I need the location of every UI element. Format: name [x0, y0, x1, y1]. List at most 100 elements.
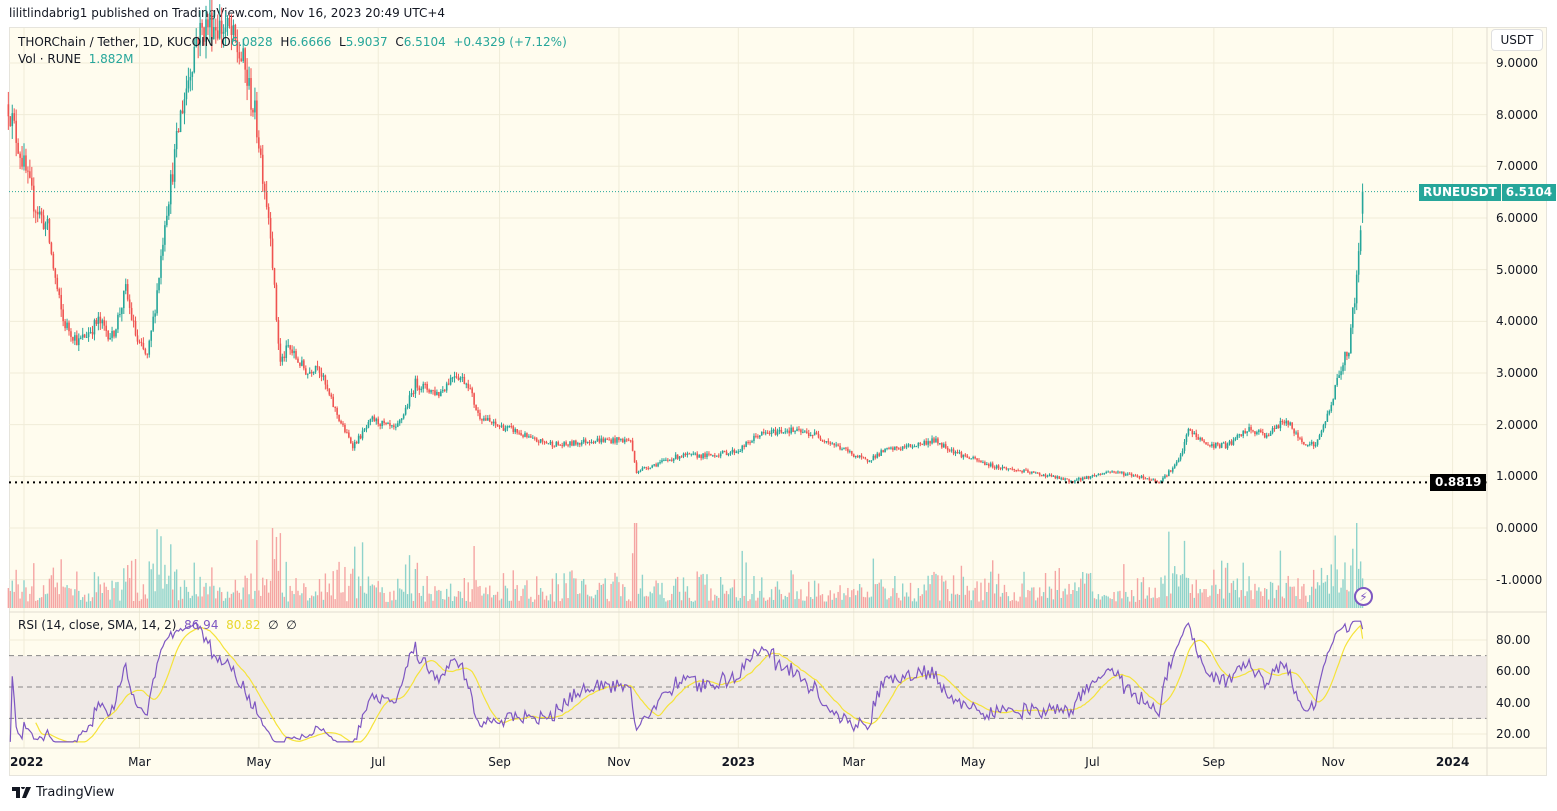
candle — [445, 381, 448, 393]
candle-body — [1207, 444, 1209, 446]
volume-bar — [948, 601, 951, 608]
volume-bar — [823, 601, 826, 608]
candle — [203, 26, 205, 46]
candle-body — [340, 420, 342, 424]
candle — [831, 441, 834, 445]
candle-body — [751, 441, 753, 443]
candle-body — [723, 450, 726, 452]
volume-bar — [577, 593, 579, 608]
volume-bar — [913, 598, 916, 608]
candle-body — [279, 343, 282, 362]
volume-bar — [903, 596, 906, 608]
candle — [578, 442, 581, 448]
candle — [103, 316, 106, 331]
candle — [1056, 475, 1059, 480]
symbol-legend[interactable]: THORChain / Tether, 1D, KUCOIN O6.0828 H… — [18, 35, 567, 49]
candle-body — [944, 444, 947, 448]
candle-body — [492, 421, 495, 424]
volume-bar — [1148, 587, 1150, 608]
volume-bar — [1117, 591, 1119, 608]
volume-bar — [851, 590, 853, 608]
volume-bar — [340, 592, 342, 608]
candle-body — [616, 437, 618, 443]
candle-body — [222, 31, 225, 34]
candle-body — [845, 447, 847, 449]
candle — [753, 433, 755, 444]
volume-bar — [690, 601, 693, 608]
volume-bar — [40, 597, 43, 608]
candle — [119, 307, 121, 318]
volume-bar — [1275, 589, 1278, 608]
candle — [471, 386, 473, 398]
candle — [359, 434, 362, 440]
candle — [1308, 441, 1311, 447]
candle-body — [612, 438, 614, 444]
volume-bar — [980, 582, 982, 608]
volume-bar — [988, 582, 990, 608]
volume-bar — [342, 592, 344, 608]
candle — [175, 122, 178, 158]
volume-bar — [381, 587, 383, 608]
candle-body — [1352, 307, 1354, 328]
candle-body — [400, 418, 403, 421]
volume-bar — [659, 594, 661, 608]
candle — [332, 393, 335, 408]
candle-body — [250, 78, 252, 110]
candle-body — [778, 429, 781, 432]
volume-bar — [1222, 598, 1225, 608]
candle — [845, 446, 847, 451]
candle — [852, 453, 855, 458]
volume-bar — [1209, 595, 1211, 608]
candle — [561, 442, 563, 449]
volume-legend[interactable]: Vol · RUNE 1.882M — [18, 52, 133, 66]
candle-body — [273, 268, 276, 285]
volume-bar — [1309, 595, 1311, 608]
volume-bar — [1150, 598, 1152, 608]
volume-bar — [1203, 588, 1205, 608]
rsi-legend[interactable]: RSI (14, close, SMA, 14, 2) 86.94 80.82 … — [18, 618, 297, 632]
volume-bar — [1217, 593, 1219, 608]
candle-body — [1007, 468, 1010, 470]
volume-bar — [831, 599, 833, 608]
candle-body — [346, 432, 348, 434]
candle-body — [852, 454, 855, 458]
volume-bar — [87, 593, 90, 608]
candle-body — [606, 438, 608, 440]
candle-body — [1148, 478, 1151, 480]
chart-frame[interactable] — [9, 27, 1547, 776]
candle-body — [191, 72, 194, 77]
candles — [7, 0, 1487, 484]
candle-body — [258, 137, 260, 149]
candle — [929, 440, 931, 447]
volume-bar — [772, 599, 775, 608]
candle — [551, 440, 554, 449]
candle — [1312, 441, 1315, 450]
candle-body — [1164, 475, 1166, 478]
candle — [34, 209, 37, 224]
volume-bar — [1033, 587, 1035, 608]
candle — [541, 438, 544, 445]
tradingview-logo[interactable]: TradingView — [12, 785, 115, 800]
candle — [244, 47, 246, 83]
volume-bar — [332, 571, 334, 608]
candle-body — [224, 27, 227, 32]
volume-bar — [1316, 582, 1319, 608]
volume-bar — [1297, 578, 1299, 608]
volume-bar — [1162, 583, 1164, 608]
candle — [166, 206, 168, 228]
volume-bar — [629, 601, 632, 608]
candle-body — [338, 414, 340, 421]
volume-bar — [868, 597, 871, 608]
candle — [937, 437, 939, 446]
volume-bar — [383, 592, 385, 608]
currency-button[interactable]: USDT — [1491, 29, 1543, 51]
candle — [1267, 433, 1270, 437]
price-tick-label: 2.0000 — [1496, 417, 1538, 432]
lightning-icon[interactable]: ⚡ — [1354, 587, 1373, 606]
candle — [222, 24, 225, 48]
candle — [557, 440, 560, 446]
candle — [269, 212, 272, 247]
candle-body — [510, 426, 513, 428]
candle-body — [1111, 471, 1113, 473]
